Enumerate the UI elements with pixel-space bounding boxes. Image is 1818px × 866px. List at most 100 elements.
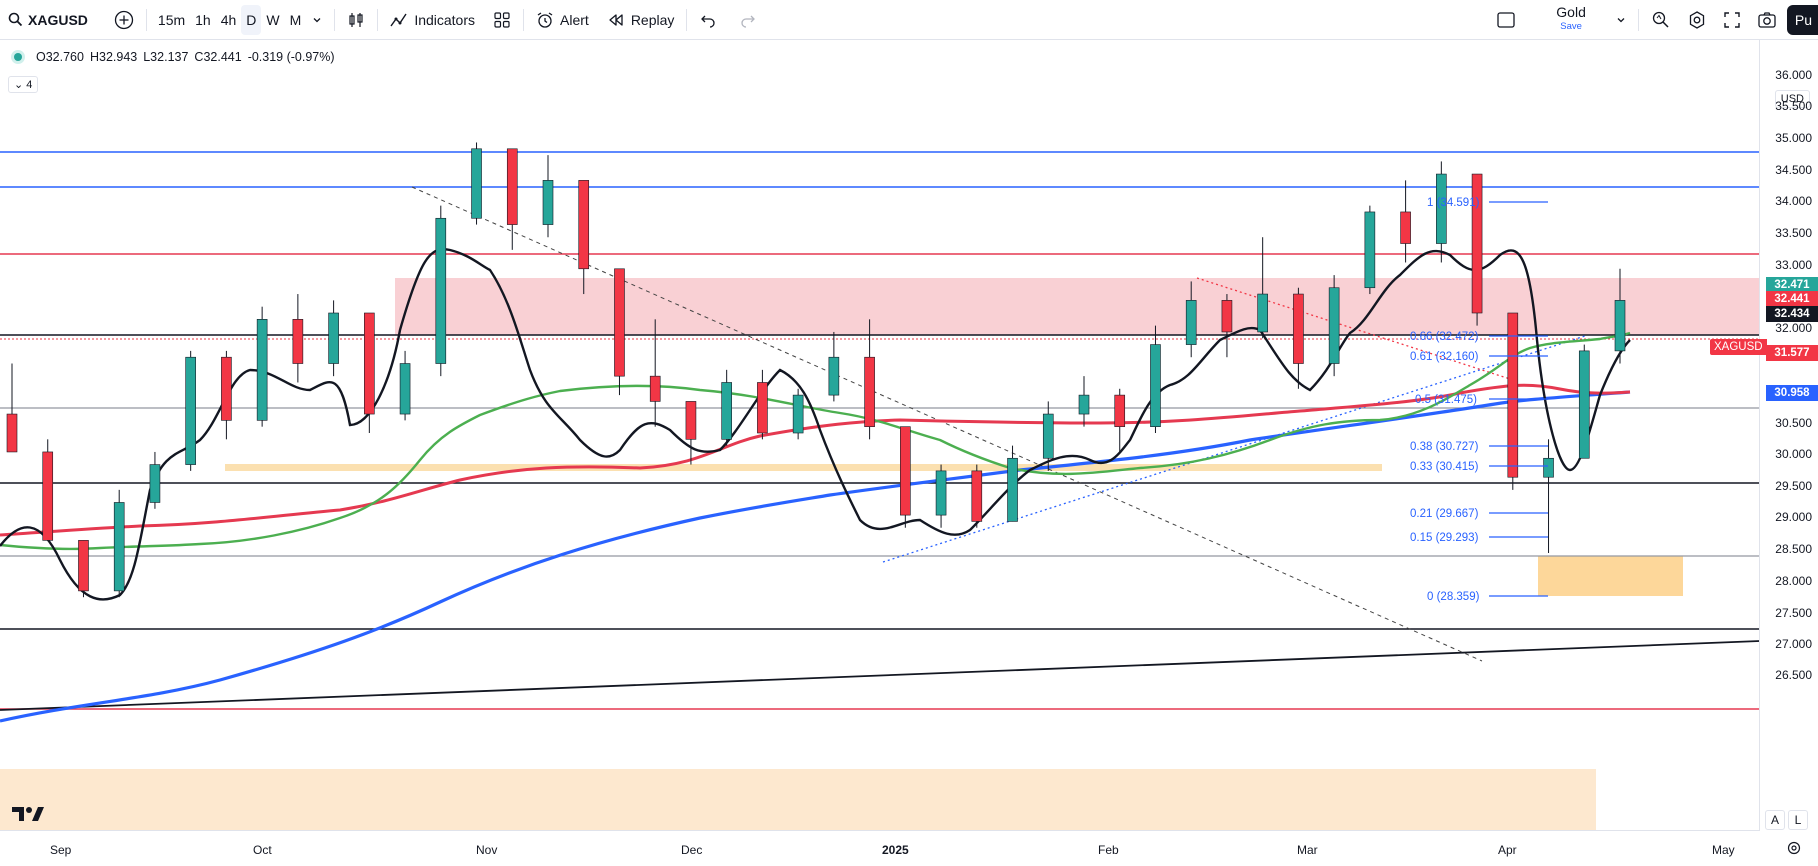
compare-symbol-button[interactable] [108,5,140,35]
replay-label: Replay [630,11,675,28]
candle-bullish [1543,457,1554,478]
candle-bullish [1007,457,1018,522]
candle-bearish [42,451,54,541]
demand-zone-bottom [0,769,1596,830]
fib-level-033: 0.33 (30.415) [1410,461,1479,473]
time-tick: Apr [1498,843,1517,857]
chevron-down-icon [312,15,322,25]
indicators-button[interactable]: Indicators [384,5,481,35]
indicators-collapse-button[interactable]: ⌄ 4 [8,76,39,93]
publish-button[interactable]: Pu [1786,4,1818,35]
redo-icon [739,11,757,29]
chevron-down-icon: ⌄ [14,79,24,91]
candle-bearish [1471,173,1483,314]
layout-menu-button[interactable] [1610,5,1632,35]
price-label-ma-fast: 32.434 [1766,306,1818,322]
price-tick: 33.000 [1775,258,1812,272]
tradingview-logo[interactable] [12,805,44,828]
candle-bullish [1185,300,1197,345]
price-tick: 33.500 [1775,226,1812,240]
log-scale-button[interactable]: L [1788,810,1808,830]
price-label-high-ma: 32.471 [1766,277,1818,293]
quick-search-button[interactable] [1645,5,1677,35]
interval-d[interactable]: D [241,4,262,35]
top-toolbar: XAGUSD 15m 1h 4h D W M Indicators Alert [0,0,1818,40]
candle-bearish [6,413,18,453]
legend-low: L32.137 [143,50,189,64]
price-label-ma-slow: 31.577 [1766,345,1818,361]
candle-bullish [113,502,125,592]
toolbar-divider [1637,8,1639,31]
interval-m[interactable]: M [289,11,302,28]
fullscreen-button[interactable] [1717,5,1747,35]
auto-scale-button[interactable]: A [1765,810,1785,830]
time-axis-settings-button[interactable] [1786,840,1802,861]
interval-1h[interactable]: 1h [195,11,211,28]
price-chart[interactable]: 1 (34.591) 0.66 (32.472) 0.61 (32.160) 0… [0,40,1760,830]
interval-4h[interactable]: 4h [220,11,237,28]
price-tick: 34.000 [1775,194,1812,208]
candle-bullish [935,470,947,516]
interval-dropdown[interactable] [306,5,328,35]
interval-15m[interactable]: 15m [157,11,186,28]
undo-icon [699,11,717,29]
price-axis[interactable]: USD 36.000 35.500 35.000 34.500 34.000 3… [1759,40,1818,830]
candle-bullish [542,180,554,225]
time-tick: Mar [1297,843,1318,857]
price-tick: 32.000 [1775,321,1812,335]
fullscreen-icon [1723,11,1741,29]
toolbar-divider [334,8,336,31]
layout-button[interactable] [1490,5,1522,35]
time-tick: Sep [50,843,72,857]
layout-name-button[interactable]: Gold Save [1550,5,1592,35]
trendline-dotted-blue [882,335,1586,563]
layout-save-status: Save [1560,21,1582,32]
indicators-label: Indicators [414,11,476,28]
rewind-icon [607,11,625,29]
candle-bearish [1221,300,1233,333]
candle-bearish [292,319,304,364]
price-tick: 29.500 [1775,479,1812,493]
candle-bullish [1364,211,1376,289]
snapshot-button[interactable] [1751,5,1783,35]
candle-bearish [1400,211,1411,244]
candle-bullish [1078,394,1090,415]
candle-bullish [185,356,196,465]
price-tick: 30.000 [1775,447,1812,461]
candle-bearish [578,180,590,270]
undo-button[interactable] [693,5,723,35]
interval-w[interactable]: W [266,11,280,28]
search-icon [8,12,23,27]
candlestick-series [6,142,1626,598]
replay-button[interactable]: Replay [601,5,681,35]
toolbar-divider [523,8,525,31]
alert-button[interactable]: Alert [530,5,595,35]
symbol-search[interactable]: XAGUSD [0,5,94,35]
candle-bearish [614,268,625,377]
price-tick: 28.500 [1775,542,1812,556]
publish-label: Pu [1794,11,1812,28]
time-tick: Dec [681,843,703,857]
settings-button[interactable] [1681,5,1713,35]
candle-bullish [828,356,840,396]
redo-button[interactable] [733,5,763,35]
tv-logo-icon [12,807,44,827]
candle-bearish [221,356,232,421]
toolbar-divider [145,8,147,31]
candle-bearish [506,148,518,225]
fib-level-038: 0.38 (30.727) [1410,441,1479,453]
time-tick: 2025 [882,843,909,857]
fib-level-0: 0 (28.359) [1427,591,1480,603]
candle-bearish [971,470,983,522]
fib-level-05: 0.5 (31.475) [1415,394,1477,406]
candle-bearish [1507,312,1519,478]
candle-bearish [1293,293,1304,364]
time-axis[interactable]: Sep Oct Nov Dec 2025 Feb Mar Apr May [0,830,1760,866]
demand-zone-april [1538,556,1683,596]
price-tick: 27.000 [1775,637,1812,651]
templates-button[interactable] [487,5,517,35]
price-tick: 27.500 [1775,606,1812,620]
chart-type-button[interactable] [341,5,371,35]
currency-button[interactable]: USD [1774,90,1810,108]
candle-bearish [649,375,661,402]
